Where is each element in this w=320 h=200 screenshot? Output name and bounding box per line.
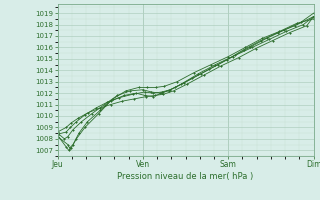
- X-axis label: Pression niveau de la mer( hPa ): Pression niveau de la mer( hPa ): [117, 172, 254, 181]
